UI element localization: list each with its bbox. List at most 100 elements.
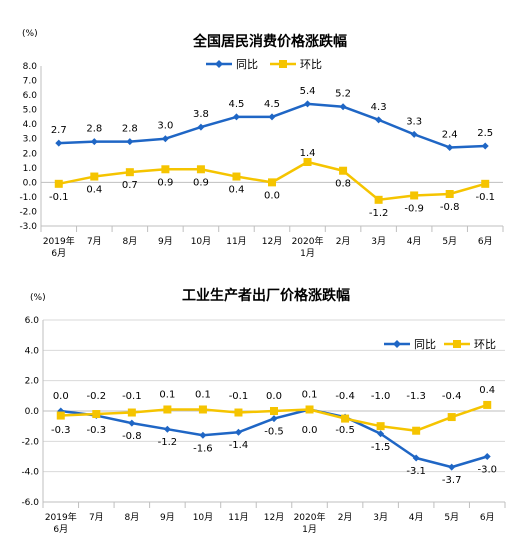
y-tick-label: -4.0 (21, 468, 39, 478)
data-point-yoy (375, 116, 383, 124)
data-label-mom: 0.1 (159, 389, 175, 400)
data-point-mom (90, 172, 99, 181)
unit-label: (%) (22, 29, 38, 39)
x-tick-label: 2019年 6月 (45, 511, 77, 535)
x-tick-label: 3月 (371, 236, 386, 247)
data-point-yoy (163, 425, 171, 433)
data-point-mom (305, 405, 314, 414)
data-label-yoy: 3.0 (157, 121, 173, 132)
data-point-yoy (270, 415, 278, 423)
data-point-mom (483, 400, 492, 409)
ppi-chart: 工业生产者出厂价格涨跌幅 (%) 同比 环比 6.0 4.0 2.0 0.0 -2.0 -… (0, 278, 532, 555)
data-point-mom (303, 158, 312, 166)
data-label-mom: 0.4 (229, 185, 245, 196)
y-tick-label: -6.0 (21, 498, 39, 508)
x-tick-label: 2月 (338, 512, 353, 523)
data-label-mom: 0.9 (157, 177, 173, 188)
data-label-mom: 0.9 (193, 177, 209, 188)
x-tick-label: 7月 (89, 512, 104, 523)
data-point-yoy (232, 113, 240, 121)
y-tick-label: 5.0 (23, 106, 38, 116)
legend-label-yoy: 同比 (414, 338, 436, 351)
data-point-mom (270, 407, 278, 415)
y-tick-label: 6.0 (23, 91, 38, 101)
data-point-mom (125, 168, 134, 177)
x-tick-label: 12月 (262, 236, 282, 247)
y-tick-label: -1.0 (19, 193, 37, 203)
data-label-yoy: 2.8 (86, 124, 102, 135)
data-point-mom (92, 410, 101, 419)
y-tick-label: 8.0 (23, 62, 38, 72)
data-label-mom: 0.0 (264, 190, 280, 201)
data-label-yoy: -0.5 (335, 425, 355, 436)
x-tick-label: 8月 (122, 236, 137, 247)
data-label-yoy: -3.0 (477, 465, 497, 476)
data-label-mom: 0.1 (302, 389, 318, 400)
x-tick-label: 4月 (407, 236, 422, 247)
data-label-yoy: -3.7 (442, 475, 462, 486)
x-tick-label: 6月 (478, 236, 493, 247)
data-point-yoy (483, 453, 491, 460)
data-point-yoy (339, 103, 347, 111)
data-label-yoy: 5.4 (300, 86, 316, 97)
data-point-mom (412, 426, 421, 435)
data-label-yoy: -0.3 (87, 425, 107, 436)
chart-title: 全国居民消费价格涨跌幅 (192, 33, 347, 50)
chart-title: 工业生产者出厂价格涨跌幅 (182, 287, 350, 304)
data-label-yoy: 2.7 (51, 125, 67, 136)
data-label-mom: 0.4 (86, 185, 102, 196)
x-tick-label: 6月 (480, 512, 495, 523)
data-label-yoy: -1.5 (371, 442, 391, 453)
data-label-yoy: -1.4 (229, 440, 249, 451)
data-label-mom: -1.2 (369, 208, 389, 219)
data-label-yoy: -0.3 (51, 425, 71, 436)
x-tick-label: 8月 (124, 512, 139, 523)
y-tick-label: 4.0 (23, 120, 38, 130)
data-label-mom: 0.8 (335, 179, 351, 190)
data-point-yoy (161, 135, 169, 143)
data-label-yoy: -3.1 (406, 466, 426, 477)
data-label-mom: 0.4 (479, 385, 495, 396)
data-point-yoy (481, 142, 489, 150)
legend-marker-mom (453, 340, 461, 348)
data-point-yoy (199, 431, 207, 439)
data-point-yoy (410, 130, 418, 138)
data-label-yoy: 3.8 (193, 109, 209, 120)
x-tick-label: 2月 (336, 236, 351, 247)
data-label-mom: 0.0 (266, 391, 282, 402)
legend-label-yoy: 同比 (236, 58, 258, 71)
x-tick-label: 7月 (87, 236, 102, 247)
data-point-yoy (268, 113, 276, 121)
legend-marker-yoy (393, 340, 401, 348)
y-tick-label: 0.0 (23, 178, 38, 188)
data-point-mom (341, 414, 350, 423)
data-label-yoy: 3.3 (406, 116, 422, 127)
data-point-mom (198, 405, 207, 414)
data-point-yoy (304, 100, 312, 108)
data-point-mom (410, 191, 419, 200)
y-tick-label: 2.0 (23, 149, 38, 159)
data-point-mom (127, 408, 136, 417)
data-point-mom (234, 408, 243, 417)
data-label-yoy: -0.8 (122, 431, 142, 442)
data-label-mom: 0.1 (195, 389, 211, 400)
data-label-yoy: 4.5 (229, 99, 245, 110)
x-tick-label: 10月 (191, 236, 211, 247)
y-tick-label: 2.0 (25, 377, 40, 387)
data-label-mom: -0.8 (440, 202, 460, 213)
unit-label: (%) (30, 293, 46, 303)
y-tick-label: 3.0 (23, 135, 38, 145)
x-tick-label: 5月 (442, 236, 457, 247)
data-point-mom (374, 195, 383, 204)
data-point-yoy (234, 428, 242, 436)
legend-label-mom: 环比 (300, 58, 322, 71)
x-tick-label: 9月 (158, 236, 173, 247)
y-tick-label: 1.0 (23, 164, 38, 174)
data-label-yoy: -1.6 (193, 443, 213, 454)
legend-marker-mom (279, 60, 287, 68)
data-point-yoy (128, 419, 136, 427)
x-tick-label: 11月 (226, 236, 246, 247)
data-point-yoy (412, 454, 420, 462)
data-label-mom: -0.9 (404, 203, 424, 214)
data-label-mom: -0.1 (49, 192, 69, 203)
